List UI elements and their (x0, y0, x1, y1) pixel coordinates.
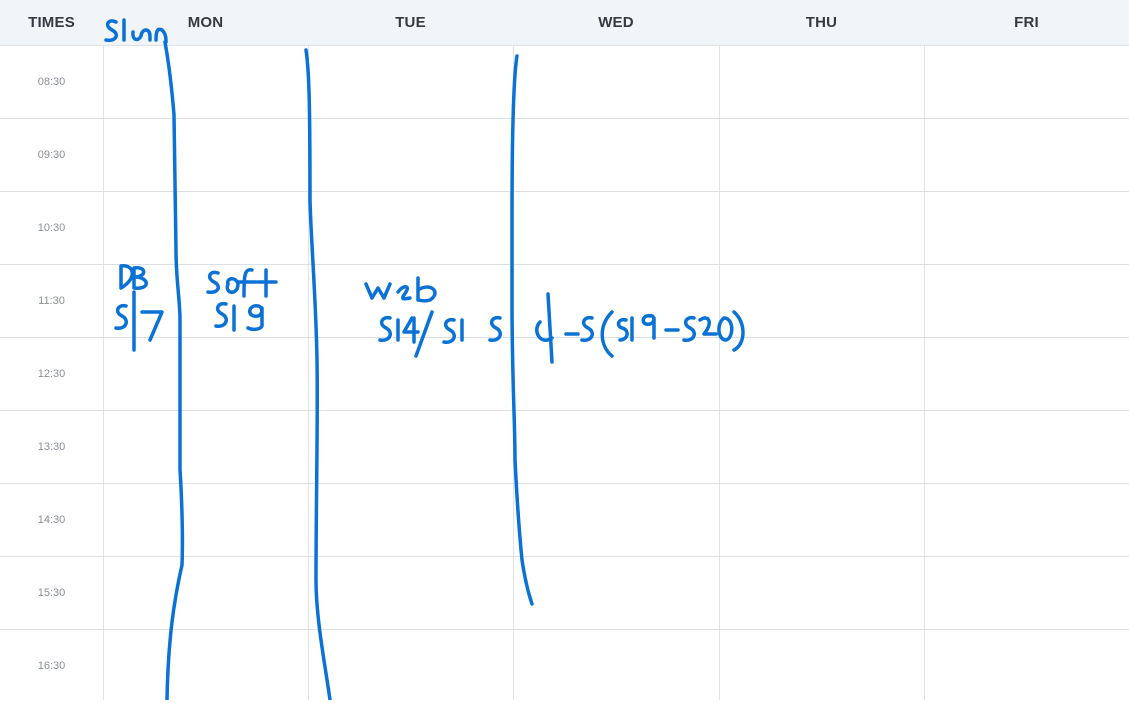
time-row: 09:30 (0, 119, 1129, 192)
time-label: 09:30 (37, 149, 66, 161)
slot-cell[interactable] (924, 192, 1129, 265)
time-row: 13:30 (0, 411, 1129, 484)
slot-cell[interactable] (719, 119, 924, 192)
time-row: 10:30 (0, 192, 1129, 265)
column-divider (719, 46, 720, 700)
slot-cell[interactable] (513, 46, 719, 119)
slot-cell[interactable] (308, 119, 513, 192)
slot-cell[interactable] (103, 338, 308, 411)
time-row: 12:30 (0, 338, 1129, 411)
slot-cell[interactable] (719, 192, 924, 265)
slot-cell[interactable] (719, 411, 924, 484)
slot-cell[interactable] (103, 119, 308, 192)
slot-cell[interactable] (308, 338, 513, 411)
slot-cell[interactable] (513, 630, 719, 703)
time-label: 13:30 (37, 441, 66, 453)
slot-cell[interactable] (308, 411, 513, 484)
calendar-header: TIMES MON TUE WED THU FRI (0, 0, 1129, 46)
slot-cell[interactable] (924, 46, 1129, 119)
slot-cell[interactable] (719, 557, 924, 630)
column-divider (103, 46, 104, 700)
time-row: 14:30 (0, 484, 1129, 557)
slot-cell[interactable] (513, 338, 719, 411)
slot-cell[interactable] (924, 265, 1129, 338)
timetable-grid: 08:30 09:30 10:30 11:30 12:30 (0, 46, 1129, 700)
slot-cell[interactable] (103, 46, 308, 119)
slot-cell[interactable] (103, 557, 308, 630)
slot-cell[interactable] (513, 557, 719, 630)
slot-cell[interactable] (513, 484, 719, 557)
time-label: 14:30 (37, 514, 66, 526)
slot-cell[interactable] (719, 265, 924, 338)
day-header-tue[interactable]: TUE (395, 14, 426, 31)
slot-cell[interactable] (924, 484, 1129, 557)
time-row: 16:30 (0, 630, 1129, 703)
time-row: 11:30 (0, 265, 1129, 338)
time-row: 15:30 (0, 557, 1129, 630)
slot-cell[interactable] (103, 484, 308, 557)
time-label: 12:30 (37, 368, 66, 380)
slot-cell[interactable] (924, 119, 1129, 192)
time-row: 08:30 (0, 46, 1129, 119)
time-label: 11:30 (38, 295, 65, 307)
slot-cell[interactable] (513, 411, 719, 484)
slot-cell[interactable] (719, 338, 924, 411)
slot-cell[interactable] (513, 265, 719, 338)
slot-cell[interactable] (924, 411, 1129, 484)
time-label: 16:30 (37, 660, 66, 672)
slot-cell[interactable] (924, 338, 1129, 411)
column-divider (924, 46, 925, 700)
slot-cell[interactable] (719, 484, 924, 557)
slot-cell[interactable] (308, 484, 513, 557)
slot-cell[interactable] (308, 192, 513, 265)
slot-cell[interactable] (308, 265, 513, 338)
slot-cell[interactable] (103, 192, 308, 265)
slot-cell[interactable] (103, 630, 308, 703)
day-header-wed[interactable]: WED (598, 14, 634, 31)
day-header-fri[interactable]: FRI (1014, 14, 1039, 31)
time-label: 10:30 (37, 222, 66, 234)
slot-cell[interactable] (308, 557, 513, 630)
day-header-mon[interactable]: MON (187, 14, 224, 31)
slot-cell[interactable] (719, 630, 924, 703)
slot-cell[interactable] (308, 630, 513, 703)
slot-cell[interactable] (103, 265, 308, 338)
day-header-thu[interactable]: THU (805, 14, 838, 31)
time-label: 15:30 (37, 587, 66, 599)
slot-cell[interactable] (924, 557, 1129, 630)
slot-cell[interactable] (719, 46, 924, 119)
slot-cell[interactable] (308, 46, 513, 119)
slot-cell[interactable] (103, 411, 308, 484)
time-label: 08:30 (37, 76, 66, 88)
slot-cell[interactable] (924, 630, 1129, 703)
slot-cell[interactable] (513, 119, 719, 192)
times-column-header: TIMES (28, 14, 75, 31)
slot-cell[interactable] (513, 192, 719, 265)
